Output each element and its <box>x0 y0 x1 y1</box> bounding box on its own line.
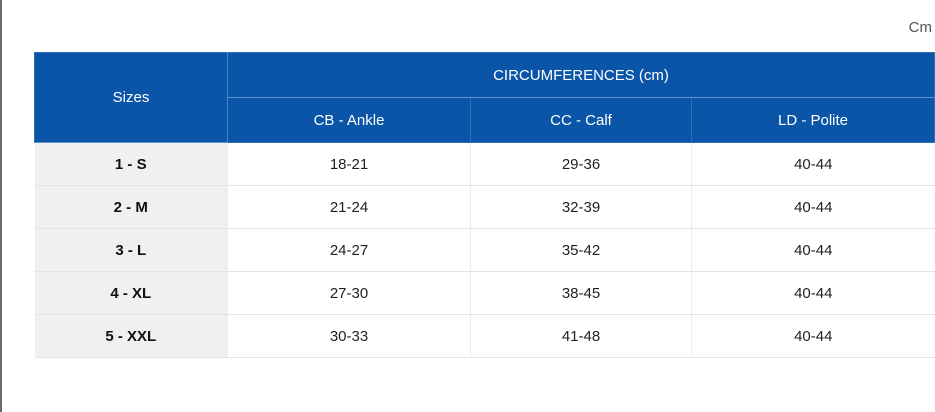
ankle-cell: 30-33 <box>227 314 471 358</box>
table-header: Sizes CIRCUMFERENCES (cm) CB - Ankle CC … <box>34 52 935 143</box>
ankle-cell: 18-21 <box>227 142 471 186</box>
ankle-cell: 27-30 <box>227 271 471 315</box>
circumferences-header: CIRCUMFERENCES (cm) <box>226 52 935 98</box>
table-row: 1 - S 18-21 29-36 40-44 <box>34 142 935 186</box>
polite-cell: 40-44 <box>690 271 935 315</box>
unit-label: Cm <box>908 19 932 36</box>
column-header-ankle: CB - Ankle <box>227 97 471 143</box>
polite-cell: 40-44 <box>690 314 935 358</box>
table-row: 5 - XXL 30-33 41-48 40-44 <box>34 314 935 358</box>
polite-cell: 40-44 <box>690 228 935 272</box>
calf-cell: 29-36 <box>470 142 692 186</box>
column-header-polite: LD - Polite <box>690 97 935 143</box>
ankle-cell: 24-27 <box>227 228 471 272</box>
header-row-sub: CB - Ankle CC - Calf LD - Polite <box>35 97 935 143</box>
size-cell: 5 - XXL <box>34 314 228 358</box>
size-cell: 1 - S <box>34 142 228 186</box>
calf-cell: 38-45 <box>470 271 692 315</box>
table-row: 4 - XL 27-30 38-45 40-44 <box>34 271 935 315</box>
table-row: 2 - M 21-24 32-39 40-44 <box>34 185 935 229</box>
size-cell: 3 - L <box>34 228 228 272</box>
size-chart-table: Sizes CIRCUMFERENCES (cm) CB - Ankle CC … <box>34 52 935 358</box>
table-row: 3 - L 24-27 35-42 40-44 <box>34 228 935 272</box>
window-edge <box>0 0 2 412</box>
calf-cell: 35-42 <box>470 228 692 272</box>
table-body: 1 - S 18-21 29-36 40-44 2 - M 21-24 32-3… <box>34 142 935 358</box>
calf-cell: 32-39 <box>470 185 692 229</box>
size-cell: 4 - XL <box>34 271 228 315</box>
size-cell: 2 - M <box>34 185 228 229</box>
ankle-cell: 21-24 <box>227 185 471 229</box>
sizes-header: Sizes <box>34 52 228 143</box>
column-header-calf: CC - Calf <box>470 97 692 143</box>
header-row-top: Sizes CIRCUMFERENCES (cm) <box>34 52 935 143</box>
polite-cell: 40-44 <box>690 142 935 186</box>
calf-cell: 41-48 <box>470 314 692 358</box>
polite-cell: 40-44 <box>690 185 935 229</box>
